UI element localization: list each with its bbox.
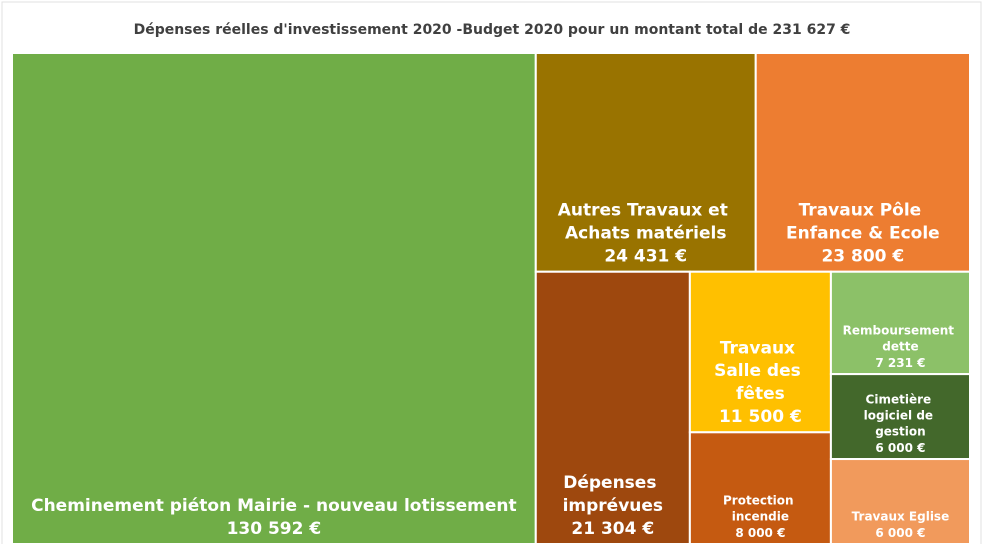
tile-label: Autres Travaux et Achats matériels	[558, 201, 734, 244]
treemap-tile	[829, 458, 971, 544]
tile-value: 11 500 €	[719, 407, 802, 427]
tile-label: Dépenses imprévues	[563, 473, 663, 516]
tile-value: 8 000 €	[735, 526, 785, 540]
tile-label: Cimetière logiciel de gestion	[864, 392, 938, 438]
tile-value: 21 304 €	[571, 519, 654, 539]
tile-label: Protection incendie	[723, 493, 798, 523]
treemap-tile	[534, 270, 691, 544]
treemap-tile	[688, 270, 832, 434]
tile-label: Travaux Pôle Enfance & Ecole	[786, 201, 940, 244]
treemap-tile	[829, 270, 971, 376]
tile-value: 7 231 €	[875, 356, 925, 370]
tile-value: 6 000 €	[875, 526, 925, 540]
tile-label: Travaux Eglise	[852, 510, 950, 524]
treemap-tile	[754, 52, 972, 273]
treemap-tile	[11, 52, 537, 544]
tile-label: Remboursement dette	[843, 324, 959, 354]
tile-value: 23 800 €	[821, 247, 904, 267]
tile-value: 6 000 €	[875, 441, 925, 455]
tile-label: Travaux Salle des fêtes	[714, 338, 807, 404]
chart-title: Dépenses réelles d'investissement 2020 -…	[134, 22, 851, 38]
tile-value: 130 592 €	[227, 519, 322, 539]
tile-label: Cheminement piéton Mairie - nouveau loti…	[31, 496, 517, 516]
tile-value: 24 431 €	[604, 247, 687, 267]
